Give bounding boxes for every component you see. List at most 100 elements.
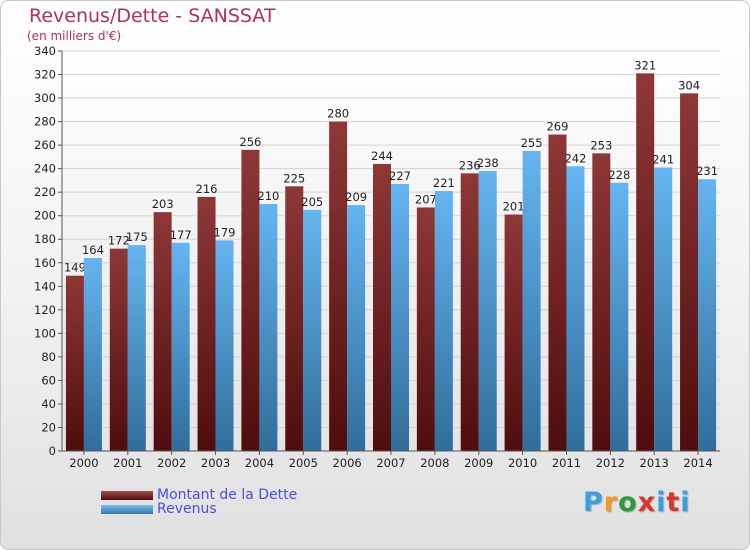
x-tick-label: 2005 (289, 456, 318, 470)
chart-subtitle: (en milliers d'€) (27, 29, 122, 43)
bar-revenus (83, 258, 102, 451)
bar-dette (680, 93, 699, 452)
data-label: 179 (214, 225, 236, 239)
x-tick-label: 2009 (464, 456, 493, 470)
data-label: 241 (652, 152, 674, 166)
data-label: 228 (608, 168, 630, 182)
x-tick-label: 2006 (332, 456, 361, 470)
legend-item-dette: Montant de la Dette (101, 487, 297, 503)
legend-label-revenus: Revenus (157, 501, 217, 517)
logo-letter: r (603, 487, 619, 518)
bar-revenus (478, 171, 497, 451)
y-tick-label: 340 (34, 44, 56, 58)
y-tick-label: 260 (34, 138, 56, 152)
y-tick-label: 140 (34, 279, 56, 293)
data-label: 177 (170, 228, 192, 242)
bar-dette (504, 214, 523, 451)
bar-dette (109, 248, 128, 451)
data-label: 253 (590, 138, 612, 152)
bar-revenus (303, 209, 322, 451)
y-tick-label: 20 (41, 420, 56, 434)
bar-dette (460, 173, 479, 451)
proxiti-logo: Proxiti (583, 487, 691, 518)
bar-dette (373, 163, 391, 452)
y-tick-label: 120 (34, 303, 56, 317)
data-label: 221 (433, 176, 455, 190)
data-label: 164 (82, 243, 104, 257)
data-label: 256 (239, 135, 261, 149)
x-tick-label: 2011 (552, 456, 581, 470)
data-label: 201 (503, 200, 525, 214)
bar-revenus (259, 203, 278, 451)
data-label: 236 (459, 158, 481, 172)
y-tick-label: 0 (49, 444, 56, 458)
data-label: 231 (696, 164, 718, 178)
bar-dette (197, 196, 216, 451)
bar-revenus (610, 182, 629, 451)
x-tick-label: 2010 (508, 456, 537, 470)
y-tick-label: 220 (34, 185, 56, 199)
x-tick-label: 2004 (245, 456, 274, 470)
bar-dette (285, 186, 304, 451)
data-label: 149 (64, 261, 86, 275)
bar-revenus (566, 166, 585, 451)
data-label: 203 (152, 197, 174, 211)
legend-swatch-dette (101, 490, 153, 500)
data-label: 172 (108, 234, 130, 248)
x-tick-label: 2014 (683, 456, 712, 470)
logo-letter: i (680, 487, 691, 518)
bar-revenus (522, 151, 541, 451)
data-label: 216 (196, 182, 218, 196)
bar-revenus (215, 240, 234, 451)
data-label: 175 (126, 230, 148, 244)
data-label: 207 (415, 192, 437, 206)
y-tick-label: 160 (34, 256, 56, 270)
x-tick-label: 2000 (69, 456, 98, 470)
bar-revenus (698, 179, 717, 451)
y-tick-label: 60 (41, 373, 56, 387)
logo-letter: x (637, 487, 657, 518)
data-label: 304 (678, 78, 700, 92)
data-label: 255 (521, 136, 543, 150)
y-tick-label: 80 (41, 350, 56, 364)
logo-letter: i (656, 487, 667, 518)
y-tick-label: 300 (34, 91, 56, 105)
data-label: 225 (283, 171, 305, 185)
chart-title: Revenus/Dette - SANSSAT (29, 5, 276, 27)
data-label: 321 (634, 58, 656, 72)
x-tick-label: 2008 (420, 456, 449, 470)
bar-revenus (654, 167, 673, 451)
x-tick-label: 2013 (640, 456, 669, 470)
logo-letter: o (618, 487, 638, 518)
data-label: 269 (546, 120, 568, 134)
bar-dette (329, 121, 348, 452)
y-tick-label: 320 (34, 68, 56, 82)
y-tick-label: 200 (34, 209, 56, 223)
data-label: 210 (257, 189, 279, 203)
bar-dette (416, 207, 435, 451)
bar-dette (548, 134, 567, 451)
bar-dette (241, 149, 260, 451)
bar-revenus (171, 242, 190, 451)
legend-label-dette: Montant de la Dette (157, 487, 298, 503)
y-tick-label: 40 (41, 397, 56, 411)
x-tick-label: 2002 (157, 456, 186, 470)
data-label: 244 (371, 149, 393, 163)
bar-dette (65, 275, 84, 451)
bar-revenus (434, 191, 453, 451)
logo-letter: t (666, 487, 681, 518)
bar-dette (592, 153, 611, 451)
data-label: 205 (301, 195, 323, 209)
x-tick-label: 2001 (113, 456, 142, 470)
bar-dette (153, 212, 172, 451)
y-tick-label: 280 (34, 115, 56, 129)
bar-revenus (347, 205, 366, 451)
x-tick-label: 2003 (201, 456, 230, 470)
legend-swatch-revenus (101, 504, 153, 514)
data-label: 242 (564, 151, 586, 165)
logo-letter: P (583, 487, 604, 518)
data-label: 209 (345, 190, 367, 204)
legend-item-revenus: Revenus (101, 501, 217, 517)
